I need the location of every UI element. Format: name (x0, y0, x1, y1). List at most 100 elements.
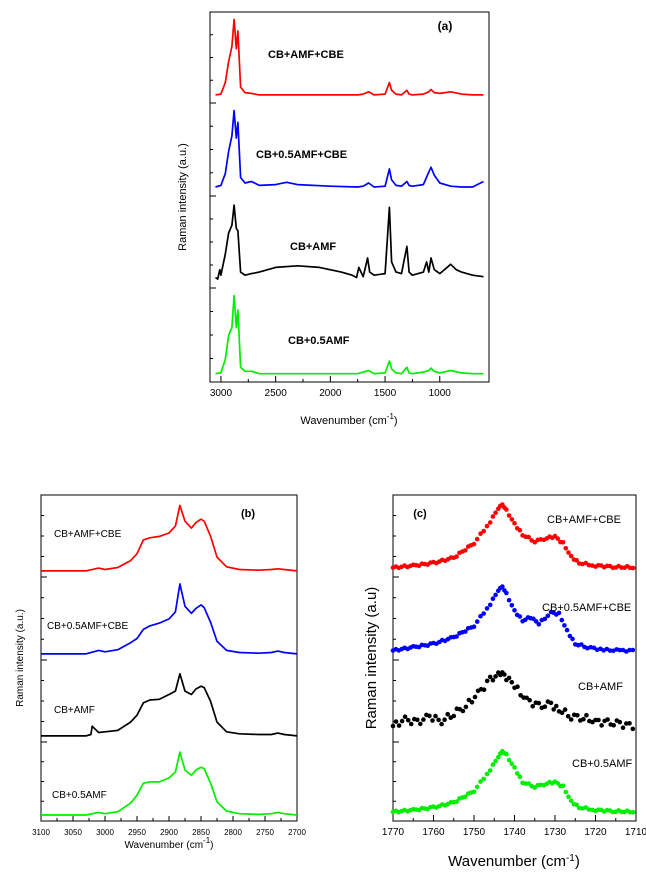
series-point (490, 514, 496, 519)
series-point (506, 757, 512, 763)
series-label: CB+AMF (54, 705, 95, 716)
series-label: CB+AMF (578, 681, 623, 693)
series-point (533, 619, 539, 624)
series-point (484, 678, 490, 684)
series-point (611, 723, 616, 728)
x-tick-label: 2700 (288, 828, 306, 837)
series-point (596, 717, 601, 723)
x-tick-label: 2950 (128, 828, 146, 837)
x-tick-label: 2000 (319, 388, 342, 399)
x-axis-label: Wavenumber (cm-1) (448, 853, 580, 870)
x-tick-label: 3100 (32, 828, 50, 837)
x-axis-label-main: Wavenumber (cm (124, 840, 203, 851)
series-line (41, 504, 298, 572)
series-point (493, 592, 498, 598)
x-axis-label-sup: -1 (387, 412, 395, 421)
series-point (490, 596, 496, 601)
x-axis-label-tail: ) (210, 840, 213, 851)
series-point (574, 558, 579, 563)
series-point (474, 536, 480, 542)
series-point (630, 810, 636, 815)
series-point (568, 798, 574, 803)
series-point (502, 672, 507, 677)
series-point (478, 613, 483, 619)
series-point (517, 774, 523, 779)
series-point (484, 523, 490, 529)
x-tick-label: 2750 (256, 828, 274, 837)
series-point (617, 647, 623, 653)
series-point (504, 590, 509, 596)
series-point (481, 528, 487, 534)
x-tick-label: 1760 (422, 827, 445, 838)
series-point (451, 713, 457, 719)
series-point (509, 517, 515, 522)
x-tick-label: 3050 (64, 828, 82, 837)
series-point (509, 603, 515, 608)
series-point (570, 636, 575, 642)
series-point (454, 554, 459, 559)
x-tick-label: 1730 (544, 827, 567, 838)
panel-label: (a) (438, 19, 453, 33)
series-label: CB+0.5AMF+CBE (256, 149, 347, 161)
series-point (504, 751, 509, 757)
y-axis-label: Raman intensity (a.u.) (15, 609, 26, 707)
series-point (542, 704, 548, 709)
series-point (562, 623, 567, 628)
series-point (568, 553, 574, 559)
series-point (630, 647, 636, 653)
x-tick-label: 1710 (625, 827, 646, 838)
series-point (555, 536, 560, 541)
x-tick-label: 2900 (160, 828, 178, 837)
series-point (509, 761, 515, 766)
series-point (560, 783, 566, 788)
x-axis-label-tail: ) (394, 415, 398, 427)
series-label: CB+0.5AMF (572, 758, 632, 770)
x-tick-label: 2500 (265, 388, 288, 399)
series-point (454, 634, 459, 639)
series-label: CB+AMF+CBE (547, 514, 621, 526)
series-point (474, 619, 480, 624)
series-line (41, 751, 298, 816)
series-point (481, 687, 487, 692)
x-axis-label: Wavenumber (cm-1) (300, 412, 397, 427)
series-point (565, 714, 571, 719)
series-point (490, 677, 496, 683)
series-point (581, 716, 586, 722)
series-point (396, 723, 402, 728)
x-tick-label: 1770 (382, 827, 405, 838)
series-point (524, 695, 529, 701)
series-point (506, 675, 512, 681)
series-line (215, 204, 484, 280)
series-point (418, 721, 423, 727)
series-point (564, 627, 570, 633)
series-point (559, 617, 565, 623)
x-axis-label-main: Wavenumber (cm (448, 853, 566, 870)
chart-panel-1: 3100 3050 3000 2950 2900 2850 2800 2750 2700 CB+A… (15, 494, 306, 851)
series-label: CB+0.5AMF (52, 790, 107, 801)
chart-panel-0: 3000 2500 2000 1500 1000 CB+AMF+CBE CB+0.5AMF+… (177, 11, 490, 427)
series-point (415, 717, 420, 723)
x-axis-label-main: Wavenumber (cm (300, 415, 386, 427)
series-point (430, 718, 435, 723)
series-point (566, 550, 571, 555)
plot-frame (209, 11, 490, 383)
y-axis-label: Raman intensity (a.u) (363, 587, 380, 730)
series-point (484, 771, 490, 777)
series-point (402, 714, 408, 719)
x-axis-label: Wavenumber (cm-1) (124, 836, 213, 851)
series-point (554, 703, 559, 709)
series-point (399, 718, 405, 724)
series-point (568, 717, 574, 722)
series-point (620, 725, 626, 730)
series-line (215, 18, 484, 96)
series-point (630, 726, 636, 732)
series-point (408, 721, 414, 727)
series-point (526, 781, 531, 786)
series-line (41, 583, 298, 655)
series-point (390, 723, 396, 729)
series-point (421, 717, 426, 722)
series-point (545, 613, 551, 619)
series-point (536, 700, 542, 706)
series-point (490, 762, 496, 767)
series-point (506, 597, 512, 603)
